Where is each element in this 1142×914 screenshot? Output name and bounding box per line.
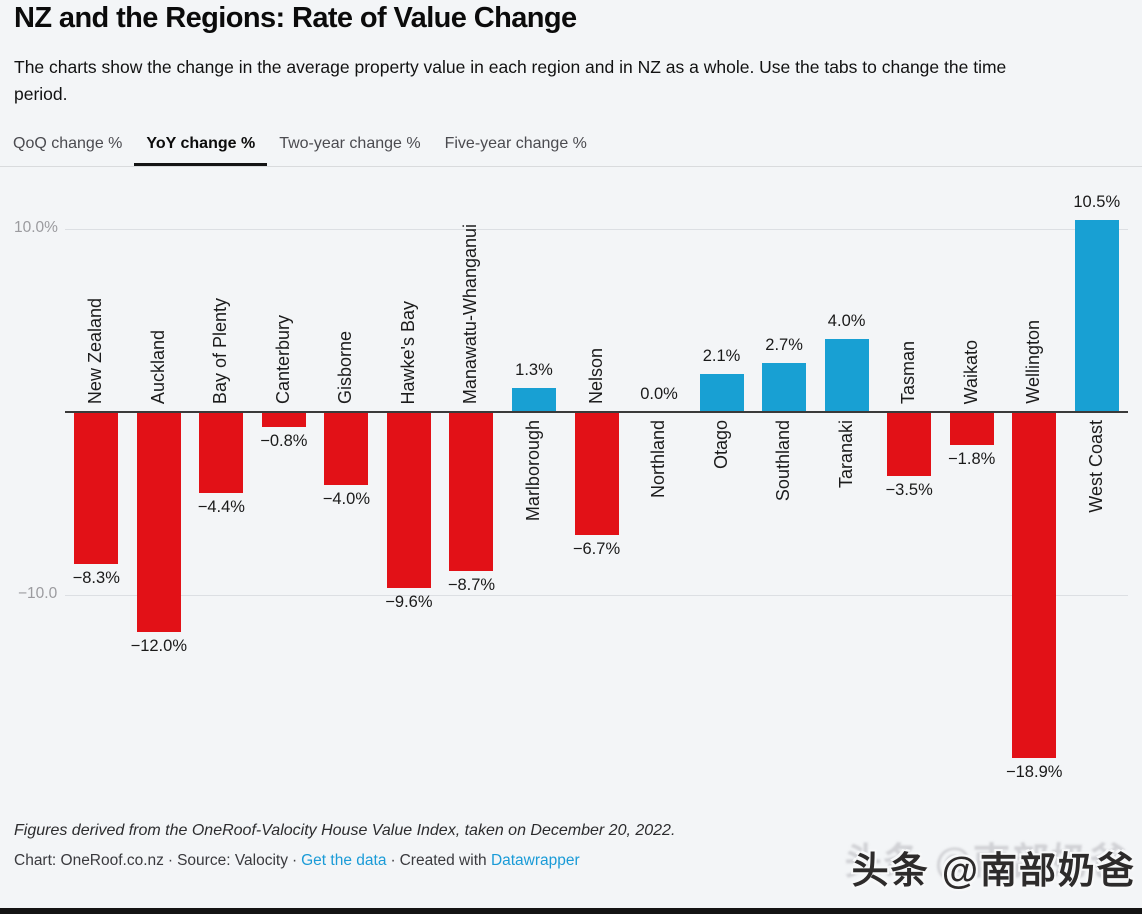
region-label-tasman: Tasman <box>898 340 919 404</box>
bar-otago[interactable] <box>699 373 744 412</box>
y-axis-tick-10: 10.0% <box>14 219 58 236</box>
created-with-label: Created with <box>399 852 487 869</box>
bar-tasman[interactable] <box>887 412 932 477</box>
bar-southland[interactable] <box>762 362 807 412</box>
value-label-gisborne: −4.0% <box>322 490 370 509</box>
region-label-canterbury: Canterbury <box>272 314 293 404</box>
get-the-data-link[interactable]: Get the data <box>301 852 387 869</box>
chart-footnote: Figures derived from the OneRoof-Valocit… <box>14 822 676 839</box>
bar-hawke-s-bay[interactable] <box>386 412 431 588</box>
value-label-waikato: −1.8% <box>948 449 996 468</box>
region-label-waikato: Waikato <box>960 339 981 404</box>
region-label-auckland: Auckland <box>147 329 168 404</box>
bar-gisborne[interactable] <box>324 412 369 486</box>
value-label-manawatu-whanganui: −8.7% <box>447 576 496 595</box>
separator: · <box>390 852 396 869</box>
bar-west-coast[interactable] <box>1074 219 1119 412</box>
region-label-new-zealand: New Zealand <box>85 297 106 404</box>
value-label-otago: 2.1% <box>702 346 741 365</box>
region-label-northland: Northland <box>648 420 669 499</box>
region-label-taranaki: Taranaki <box>835 420 856 489</box>
bar-nelson[interactable] <box>574 412 619 535</box>
value-label-tasman: −3.5% <box>885 481 933 500</box>
chart-byline: Chart: OneRoof.co.nz · Source: Valocity · Ge… <box>14 852 580 870</box>
bar-canterbury[interactable] <box>261 412 306 427</box>
value-label-auckland: −12.0% <box>130 636 187 655</box>
region-label-manawatu-whanganui: Manawatu-Whanganui <box>460 223 481 404</box>
separator: · <box>167 852 174 869</box>
bar-taranaki[interactable] <box>824 338 869 412</box>
region-label-nelson: Nelson <box>585 347 606 404</box>
region-label-bay-of-plenty: Bay of Plenty <box>210 297 231 404</box>
bar-marlborough[interactable] <box>511 388 556 412</box>
bar-bay-of-plenty[interactable] <box>199 412 244 493</box>
value-label-nelson: −6.7% <box>572 539 621 558</box>
x-axis-baseline <box>65 411 1128 413</box>
value-label-taranaki: 4.0% <box>827 311 866 330</box>
value-label-hawke-s-bay: −9.6% <box>385 592 433 611</box>
page-title: NZ and the Regions: Rate of Value Change <box>14 2 577 34</box>
value-label-west-coast: 10.5% <box>1073 192 1121 211</box>
gridline-neg-10 <box>65 595 1128 596</box>
tab-qoq-change[interactable]: QoQ change % <box>13 135 123 152</box>
y-axis-tick-neg-10: −10.0 <box>18 585 58 602</box>
tab-five-year-change[interactable]: Five-year change % <box>444 135 587 152</box>
datawrapper-link[interactable]: Datawrapper <box>490 852 580 869</box>
tab-yoy-change[interactable]: YoY change % <box>134 131 268 166</box>
separator: · <box>291 852 298 869</box>
value-label-new-zealand: −8.3% <box>72 568 120 587</box>
source-credit: Source: Valocity <box>177 852 288 869</box>
bar-auckland[interactable] <box>136 412 181 632</box>
chart-description: The charts show the change in the averag… <box>14 57 1007 104</box>
region-label-wellington: Wellington <box>1023 320 1044 404</box>
gridline-10 <box>65 229 1128 230</box>
region-label-gisborne: Gisborne <box>335 330 356 404</box>
region-label-marlborough: Marlborough <box>522 420 543 522</box>
value-label-northland: 0.0% <box>640 385 678 403</box>
bar-chart: 10.0% −10.0 −8.3% New Zealand −12.0% Auckla… <box>0 185 1142 810</box>
region-label-hawke-s-bay: Hawke's Bay <box>397 300 418 404</box>
bottom-black-strip <box>0 908 1142 914</box>
value-label-southland: 2.7% <box>765 335 803 354</box>
watermark-text: 头条 @南部奶爸 <box>851 850 1136 891</box>
bar-new-zealand[interactable] <box>74 412 119 564</box>
bar-wellington[interactable] <box>1012 412 1057 758</box>
region-label-southland: Southland <box>773 420 794 502</box>
chart-credit: Chart: OneRoof.co.nz <box>14 852 164 869</box>
region-label-otago: Otago <box>710 420 731 470</box>
bar-waikato[interactable] <box>949 412 994 445</box>
value-label-canterbury: −0.8% <box>260 431 308 450</box>
bar-manawatu-whanganui[interactable] <box>449 412 494 572</box>
value-label-wellington: −18.9% <box>1005 762 1063 781</box>
time-period-tabs: QoQ change % YoY change % Two-year chang… <box>0 131 1142 167</box>
region-label-west-coast: West Coast <box>1085 420 1106 513</box>
value-label-marlborough: 1.3% <box>515 361 553 380</box>
value-label-bay-of-plenty: −4.4% <box>197 497 245 516</box>
tab-two-year-change[interactable]: Two-year change % <box>279 135 421 152</box>
